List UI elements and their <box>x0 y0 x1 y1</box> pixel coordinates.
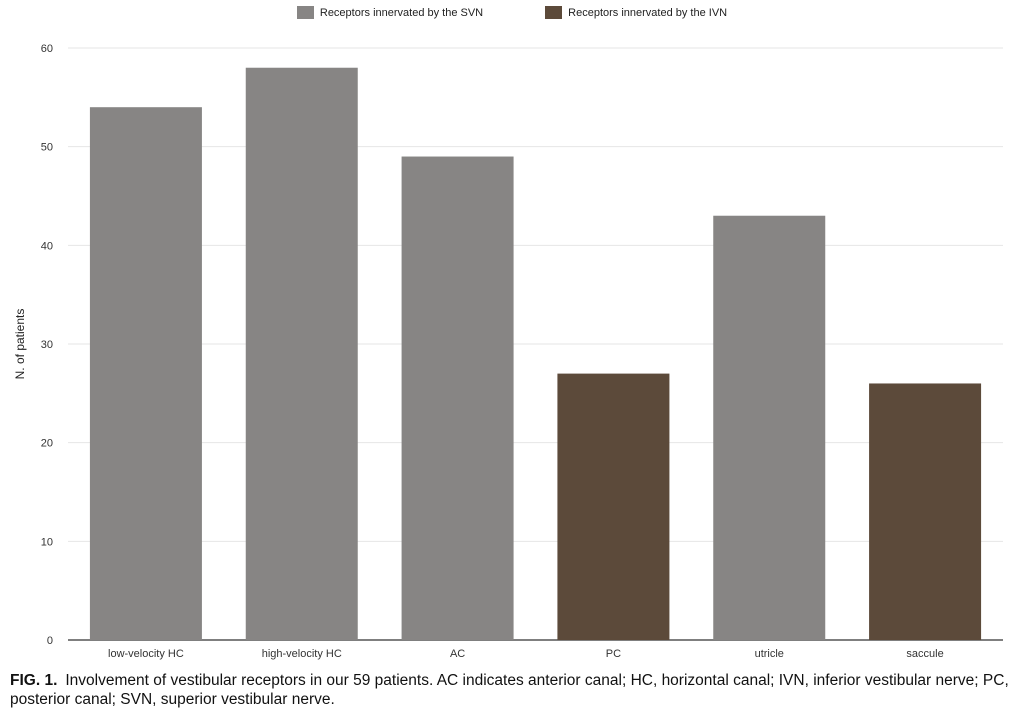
legend-label-svn: Receptors innervated by the SVN <box>319 6 484 19</box>
x-tick-label: saccule <box>906 648 943 660</box>
caption-text: Involvement of vestibular receptors in o… <box>10 672 1009 708</box>
gridlines <box>68 47 1003 641</box>
y-tick-label: 50 <box>41 142 53 154</box>
legend-item-svn: Receptors innervated by the SVN <box>296 6 484 19</box>
chart-legend: Receptors innervated by the SVN Receptor… <box>0 6 1024 19</box>
x-tick-label: low-velocity HC <box>108 648 184 660</box>
y-tick-label: 10 <box>41 536 53 548</box>
y-axis-title: N. of patients <box>13 309 27 380</box>
y-tick-label: 30 <box>41 339 53 351</box>
bar-low-velocity-hc <box>89 107 202 640</box>
bar-high-velocity-hc <box>245 67 358 640</box>
legend-swatch-svn <box>296 6 314 19</box>
bar-ac <box>401 156 514 641</box>
y-tick-label: 0 <box>47 635 53 647</box>
bar-utricle <box>713 215 826 640</box>
x-tick-label: utricle <box>755 648 784 660</box>
y-tick-label: 60 <box>41 43 53 55</box>
figure-caption: FIG. 1. Involvement of vestibular recepto… <box>10 671 1020 709</box>
legend-item-ivn: Receptors innervated by the IVN <box>545 6 727 19</box>
bar-pc <box>557 373 670 640</box>
legend-label-ivn: Receptors innervated by the IVN <box>568 6 728 19</box>
y-tick-label: 40 <box>41 240 53 252</box>
y-tick-label: 20 <box>41 438 53 450</box>
x-tick-label: PC <box>606 648 621 660</box>
bars <box>89 67 982 641</box>
caption-label: FIG. 1. <box>10 672 58 689</box>
tick-labels: 0 10 20 30 40 50 60 low-velocity HC high-velocit… <box>41 43 944 660</box>
x-tick-label: AC <box>450 648 465 660</box>
bar-saccule <box>869 383 982 640</box>
legend-swatch-ivn <box>545 6 563 19</box>
x-tick-label: high-velocity HC <box>262 648 342 660</box>
bar-chart: 0 10 20 30 40 50 60 low-velocity HC high-velocit… <box>13 43 1003 660</box>
